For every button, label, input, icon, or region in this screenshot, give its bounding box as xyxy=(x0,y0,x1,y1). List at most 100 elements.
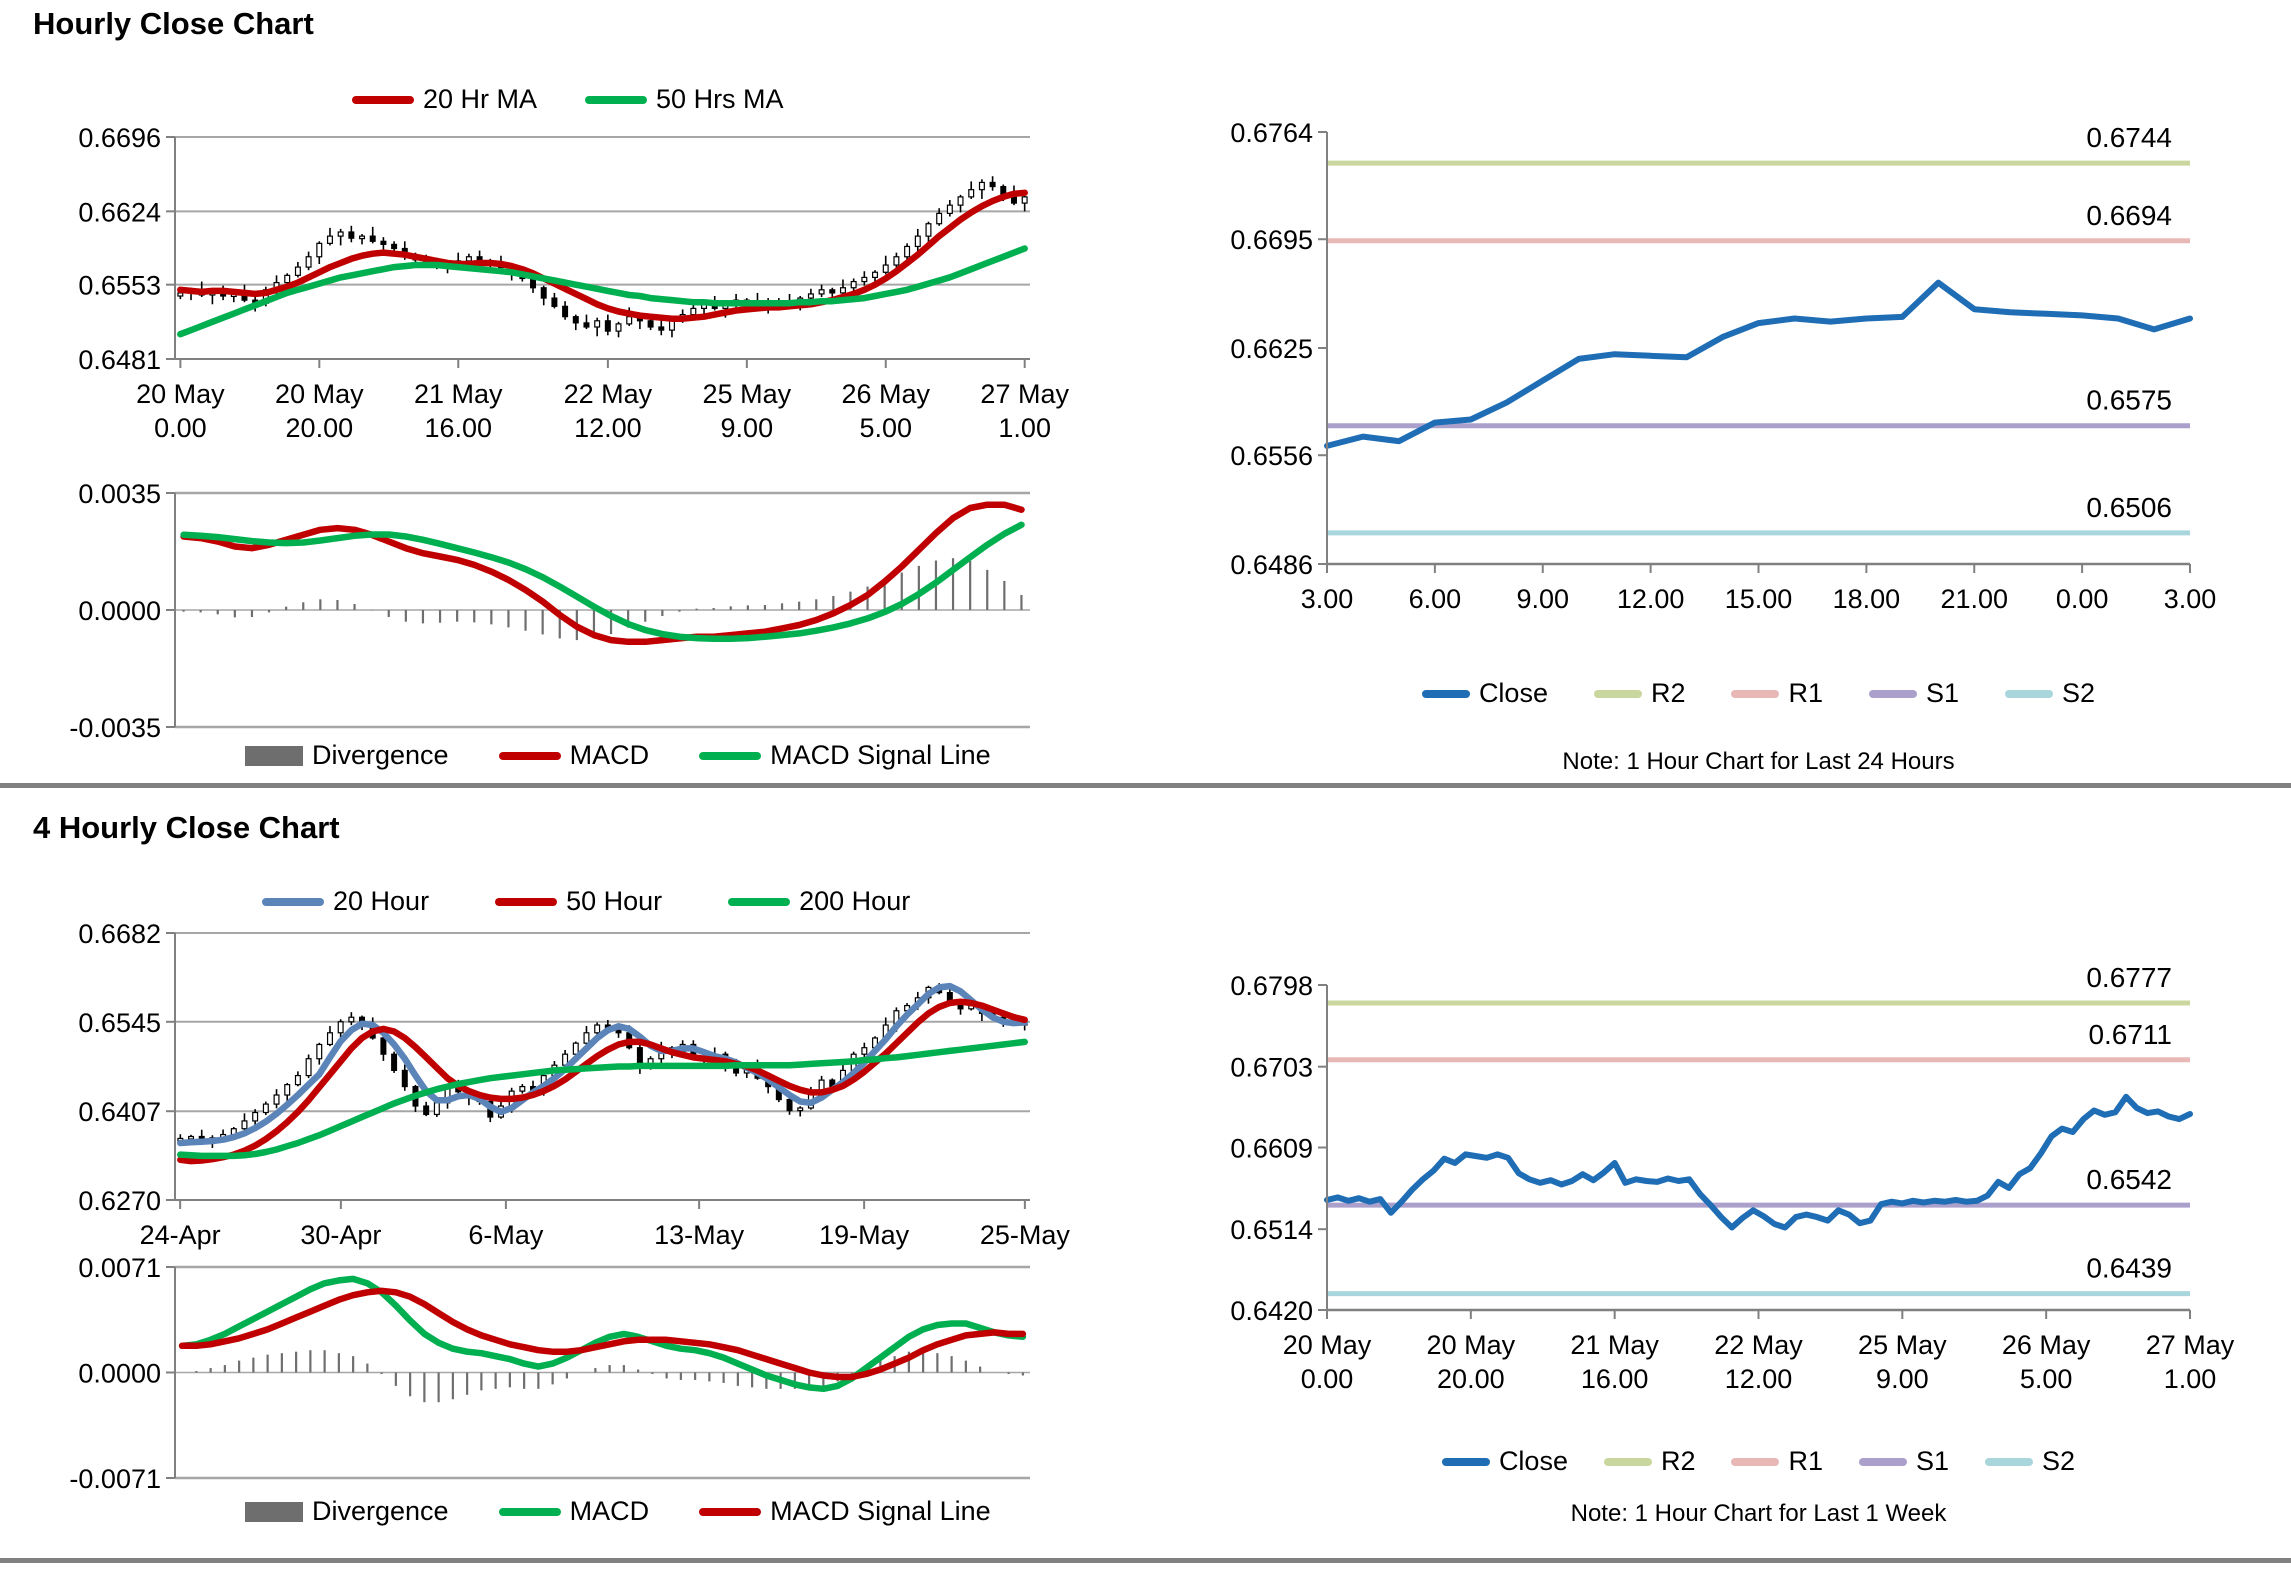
x-tick-label: 20 May xyxy=(275,379,364,409)
candle xyxy=(946,204,953,215)
macd-signal-swatch-icon xyxy=(699,1507,762,1516)
legend-item: Close xyxy=(1421,678,1548,709)
legend-item: 50 Hour xyxy=(495,886,662,917)
legend-item: Close xyxy=(1441,1446,1568,1477)
week-close-line-chart: 0.6777 0.6711 0.6542 0.6439 0.6798 0.6703 0.66… xyxy=(1230,962,2234,1394)
candle xyxy=(818,289,825,295)
candle xyxy=(893,256,900,266)
y-tick-label: 0.6556 xyxy=(1230,441,1313,471)
candle xyxy=(658,326,665,331)
legend-item: MACD xyxy=(498,1496,649,1527)
x-tick-label: 25 May xyxy=(703,379,792,409)
candle xyxy=(872,271,879,279)
candle xyxy=(786,1098,793,1112)
x-tick-label: 6.00 xyxy=(1409,584,1462,614)
close-line xyxy=(1324,1093,2193,1231)
candle xyxy=(797,1107,804,1112)
legend-label: S1 xyxy=(1926,678,1960,708)
x-tick-sublabel: 16.00 xyxy=(1581,1364,1649,1394)
candle xyxy=(391,243,398,250)
ma-line-200-hour xyxy=(177,1038,1028,1160)
legend-label: S1 xyxy=(1916,1446,1950,1476)
candle xyxy=(273,1094,280,1105)
y-tick-label: 0.0000 xyxy=(78,596,161,626)
x-tick-sublabel: 1.00 xyxy=(998,413,1051,443)
candle xyxy=(433,1102,440,1116)
y-tick-label: -0.0071 xyxy=(69,1464,161,1494)
candle xyxy=(316,1043,323,1060)
legend-label: 50 Hrs MA xyxy=(656,84,784,114)
x-tick-sublabel: 1.00 xyxy=(2164,1364,2217,1394)
candle xyxy=(391,1053,398,1071)
pivot-label-r2: 0.6777 xyxy=(2086,962,2172,993)
legend-item: Divergence xyxy=(245,740,449,771)
candle xyxy=(284,1084,291,1096)
legend-label: R2 xyxy=(1660,1446,1696,1476)
ma50-swatch-icon xyxy=(585,95,648,104)
candle xyxy=(936,212,943,225)
r1-swatch-icon xyxy=(1731,1457,1780,1466)
section-divider-bottom xyxy=(0,1558,2291,1563)
legend-4hourly-candle: 20 Hour 50 Hour 200 Hour xyxy=(262,886,910,917)
candle xyxy=(807,293,814,299)
pivot-label-s1: 0.6575 xyxy=(2086,385,2172,416)
close-line xyxy=(1324,279,2193,449)
x-tick-sublabel: 12.00 xyxy=(574,413,642,443)
y-tick-label: 0.6609 xyxy=(1230,1134,1313,1164)
ma20-swatch-icon xyxy=(352,95,414,104)
candle xyxy=(326,235,333,244)
candle xyxy=(188,1135,195,1140)
legend-item: R2 xyxy=(1593,678,1685,709)
legend-item: S1 xyxy=(1859,1446,1949,1477)
y-tick-label: -0.0035 xyxy=(69,713,161,743)
note-hourly-line: Note: 1 Hour Chart for Last 24 Hours xyxy=(1562,748,1955,775)
legend-label: S2 xyxy=(2042,1446,2076,1476)
x-tick-label: 26 May xyxy=(2002,1330,2091,1360)
y-tick-label: 0.6514 xyxy=(1230,1215,1313,1245)
x-tick-label: 21.00 xyxy=(1940,584,2008,614)
x-tick-sublabel: 0.00 xyxy=(154,413,207,443)
x-tick-label: 15.00 xyxy=(1725,584,1793,614)
x-tick-label: 3.00 xyxy=(2164,584,2217,614)
candle xyxy=(241,1120,248,1130)
y-tick-label: 0.6553 xyxy=(78,271,161,301)
legend-item: R1 xyxy=(1731,678,1823,709)
legend-item: R2 xyxy=(1603,1446,1696,1477)
candle xyxy=(946,992,953,1001)
candle xyxy=(647,320,654,328)
candle xyxy=(423,1105,430,1116)
candle xyxy=(583,1032,590,1044)
candle xyxy=(604,320,611,332)
candle xyxy=(305,256,312,268)
legend-week-line: Close R2 R1 S1 S2 xyxy=(1327,1446,2190,1477)
y-tick-label: 0.6270 xyxy=(78,1186,161,1216)
x-tick-label: 13-May xyxy=(654,1220,745,1250)
candle xyxy=(348,1016,355,1023)
candle xyxy=(337,231,344,237)
y-tick-label: 0.6486 xyxy=(1230,550,1313,580)
candle xyxy=(294,266,301,276)
candle xyxy=(252,1111,259,1122)
legend-hourly-macd: Divergence MACD MACD Signal Line xyxy=(245,740,991,771)
x-tick-label: 9.00 xyxy=(1516,584,1569,614)
x-tick-label: 20 May xyxy=(1427,1330,1516,1360)
legend-hourly-line: Close R2 R1 S1 S2 xyxy=(1327,678,2190,709)
y-tick-label: 0.6624 xyxy=(78,197,161,227)
macd-signal-line xyxy=(180,521,1025,642)
candle xyxy=(861,276,868,283)
candle xyxy=(177,292,184,297)
candle xyxy=(968,189,975,198)
y-tick-label: 0.0071 xyxy=(78,1253,161,1283)
fourhourly-candle-chart: 0.6682 0.6545 0.6407 0.6270 24-Apr 30-Apr 6-Ma… xyxy=(78,919,1070,1250)
candle xyxy=(305,1058,312,1077)
candle xyxy=(904,245,911,258)
x-tick-label: 25 May xyxy=(1858,1330,1947,1360)
candle xyxy=(668,320,675,331)
legend-label: R1 xyxy=(1788,678,1823,708)
x-tick-label: 25-May xyxy=(980,1220,1071,1250)
x-tick-sublabel: 12.00 xyxy=(1725,1364,1793,1394)
legend-label: Close xyxy=(1478,678,1548,708)
candle xyxy=(850,280,857,289)
hourly-macd-chart: 0.0035 0.0000 -0.0035 xyxy=(69,479,1030,743)
